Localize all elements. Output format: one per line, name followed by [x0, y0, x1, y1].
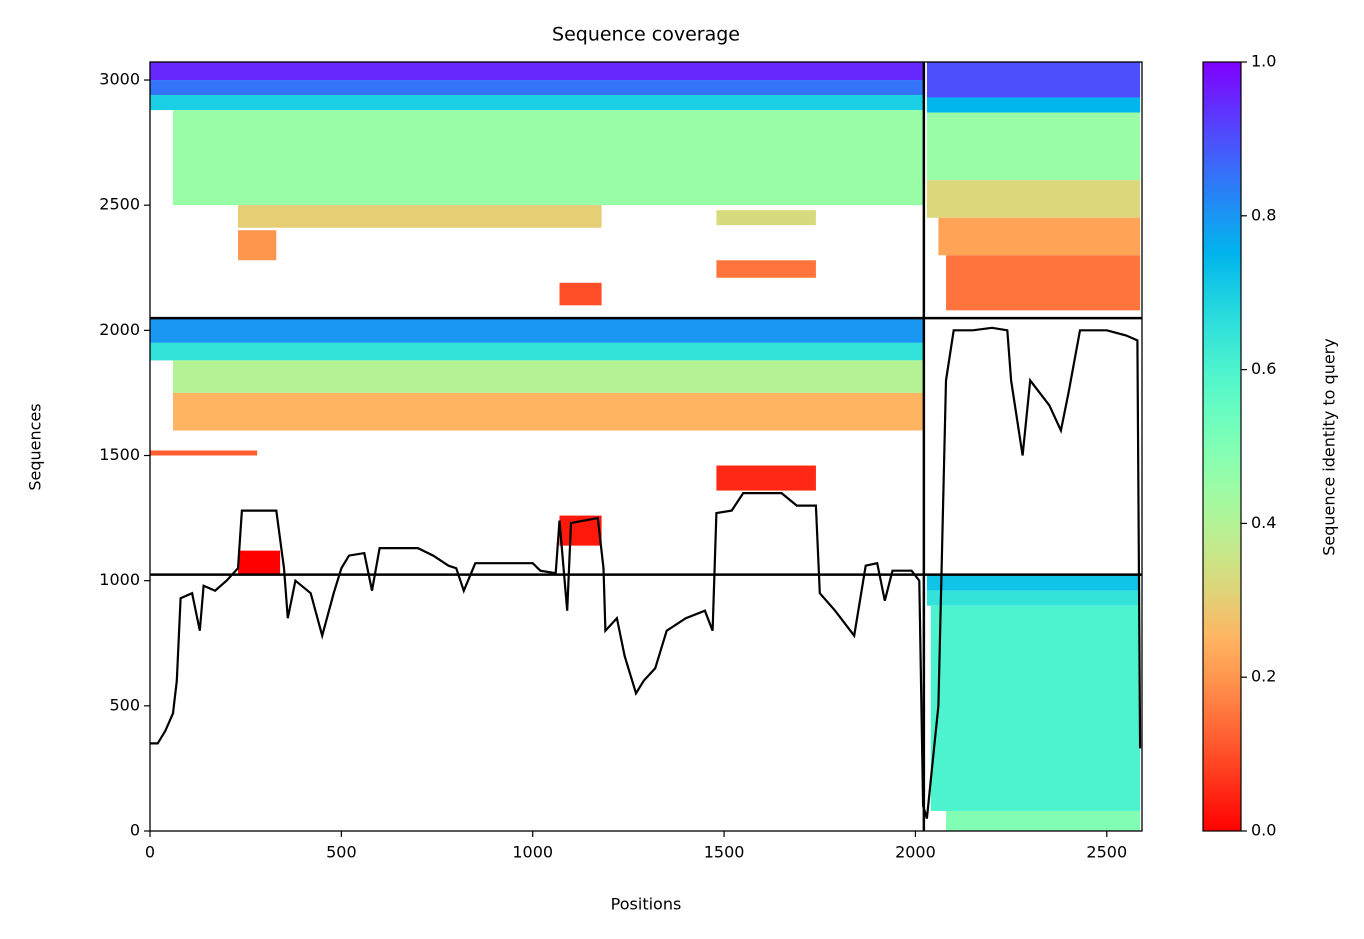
y-tick-label: 500	[109, 695, 140, 714]
colorbar-tick-label: 0.2	[1251, 667, 1276, 686]
coverage-line	[150, 326, 1142, 819]
coverage-block	[926, 62, 1141, 98]
coverage-block	[150, 95, 924, 111]
colorbar	[1202, 61, 1242, 832]
coverage-block	[238, 550, 281, 575]
coverage-block	[938, 217, 1141, 256]
colorbar-tick-label: 0.4	[1251, 513, 1276, 532]
plot-frame	[149, 61, 1143, 832]
coverage-block	[150, 342, 924, 361]
coverage-block	[559, 282, 602, 306]
coverage-block	[716, 260, 816, 278]
coverage-block	[926, 97, 1141, 113]
x-tick-label: 0	[145, 843, 155, 862]
coverage-block	[172, 392, 924, 431]
coverage-block	[150, 450, 258, 456]
coverage-block	[172, 110, 924, 206]
y-tick-label: 1500	[99, 445, 140, 464]
coverage-block	[946, 810, 1141, 831]
coverage-block	[926, 590, 1141, 606]
coverage-block	[930, 605, 1141, 811]
y-tick-label: 0	[130, 821, 140, 840]
coverage-block	[559, 515, 602, 546]
colorbar-label: Sequence identity to query	[1320, 338, 1339, 555]
x-tick-label: 2500	[1086, 843, 1127, 862]
coverage-block	[172, 360, 924, 393]
coverage-block	[946, 255, 1141, 311]
coverage-block	[716, 465, 816, 491]
coverage-block	[926, 574, 1141, 591]
y-tick-label: 1000	[99, 570, 140, 589]
x-tick-label: 1500	[704, 843, 745, 862]
y-axis-label: Sequences	[26, 403, 45, 490]
coverage-block	[150, 318, 924, 343]
y-tick-label: 2000	[99, 320, 140, 339]
coverage-block	[150, 62, 924, 81]
x-tick-label: 2000	[895, 843, 936, 862]
chart-title: Sequence coverage	[552, 24, 740, 46]
x-tick-label: 1000	[512, 843, 553, 862]
coverage-block	[926, 180, 1141, 218]
coverage-block	[926, 112, 1141, 181]
coverage-block	[716, 210, 816, 226]
colorbar-tick-label: 0.6	[1251, 359, 1276, 378]
coverage-block	[238, 230, 277, 261]
colorbar-tick-label: 0.0	[1251, 821, 1276, 840]
coverage-block	[238, 205, 602, 228]
y-tick-label: 3000	[99, 70, 140, 89]
coverage-block	[150, 80, 924, 96]
x-axis-label: Positions	[611, 895, 682, 914]
x-tick-label: 500	[326, 843, 357, 862]
colorbar-tick-label: 1.0	[1251, 52, 1276, 71]
y-tick-label: 2500	[99, 195, 140, 214]
colorbar-tick-label: 0.8	[1251, 205, 1276, 224]
